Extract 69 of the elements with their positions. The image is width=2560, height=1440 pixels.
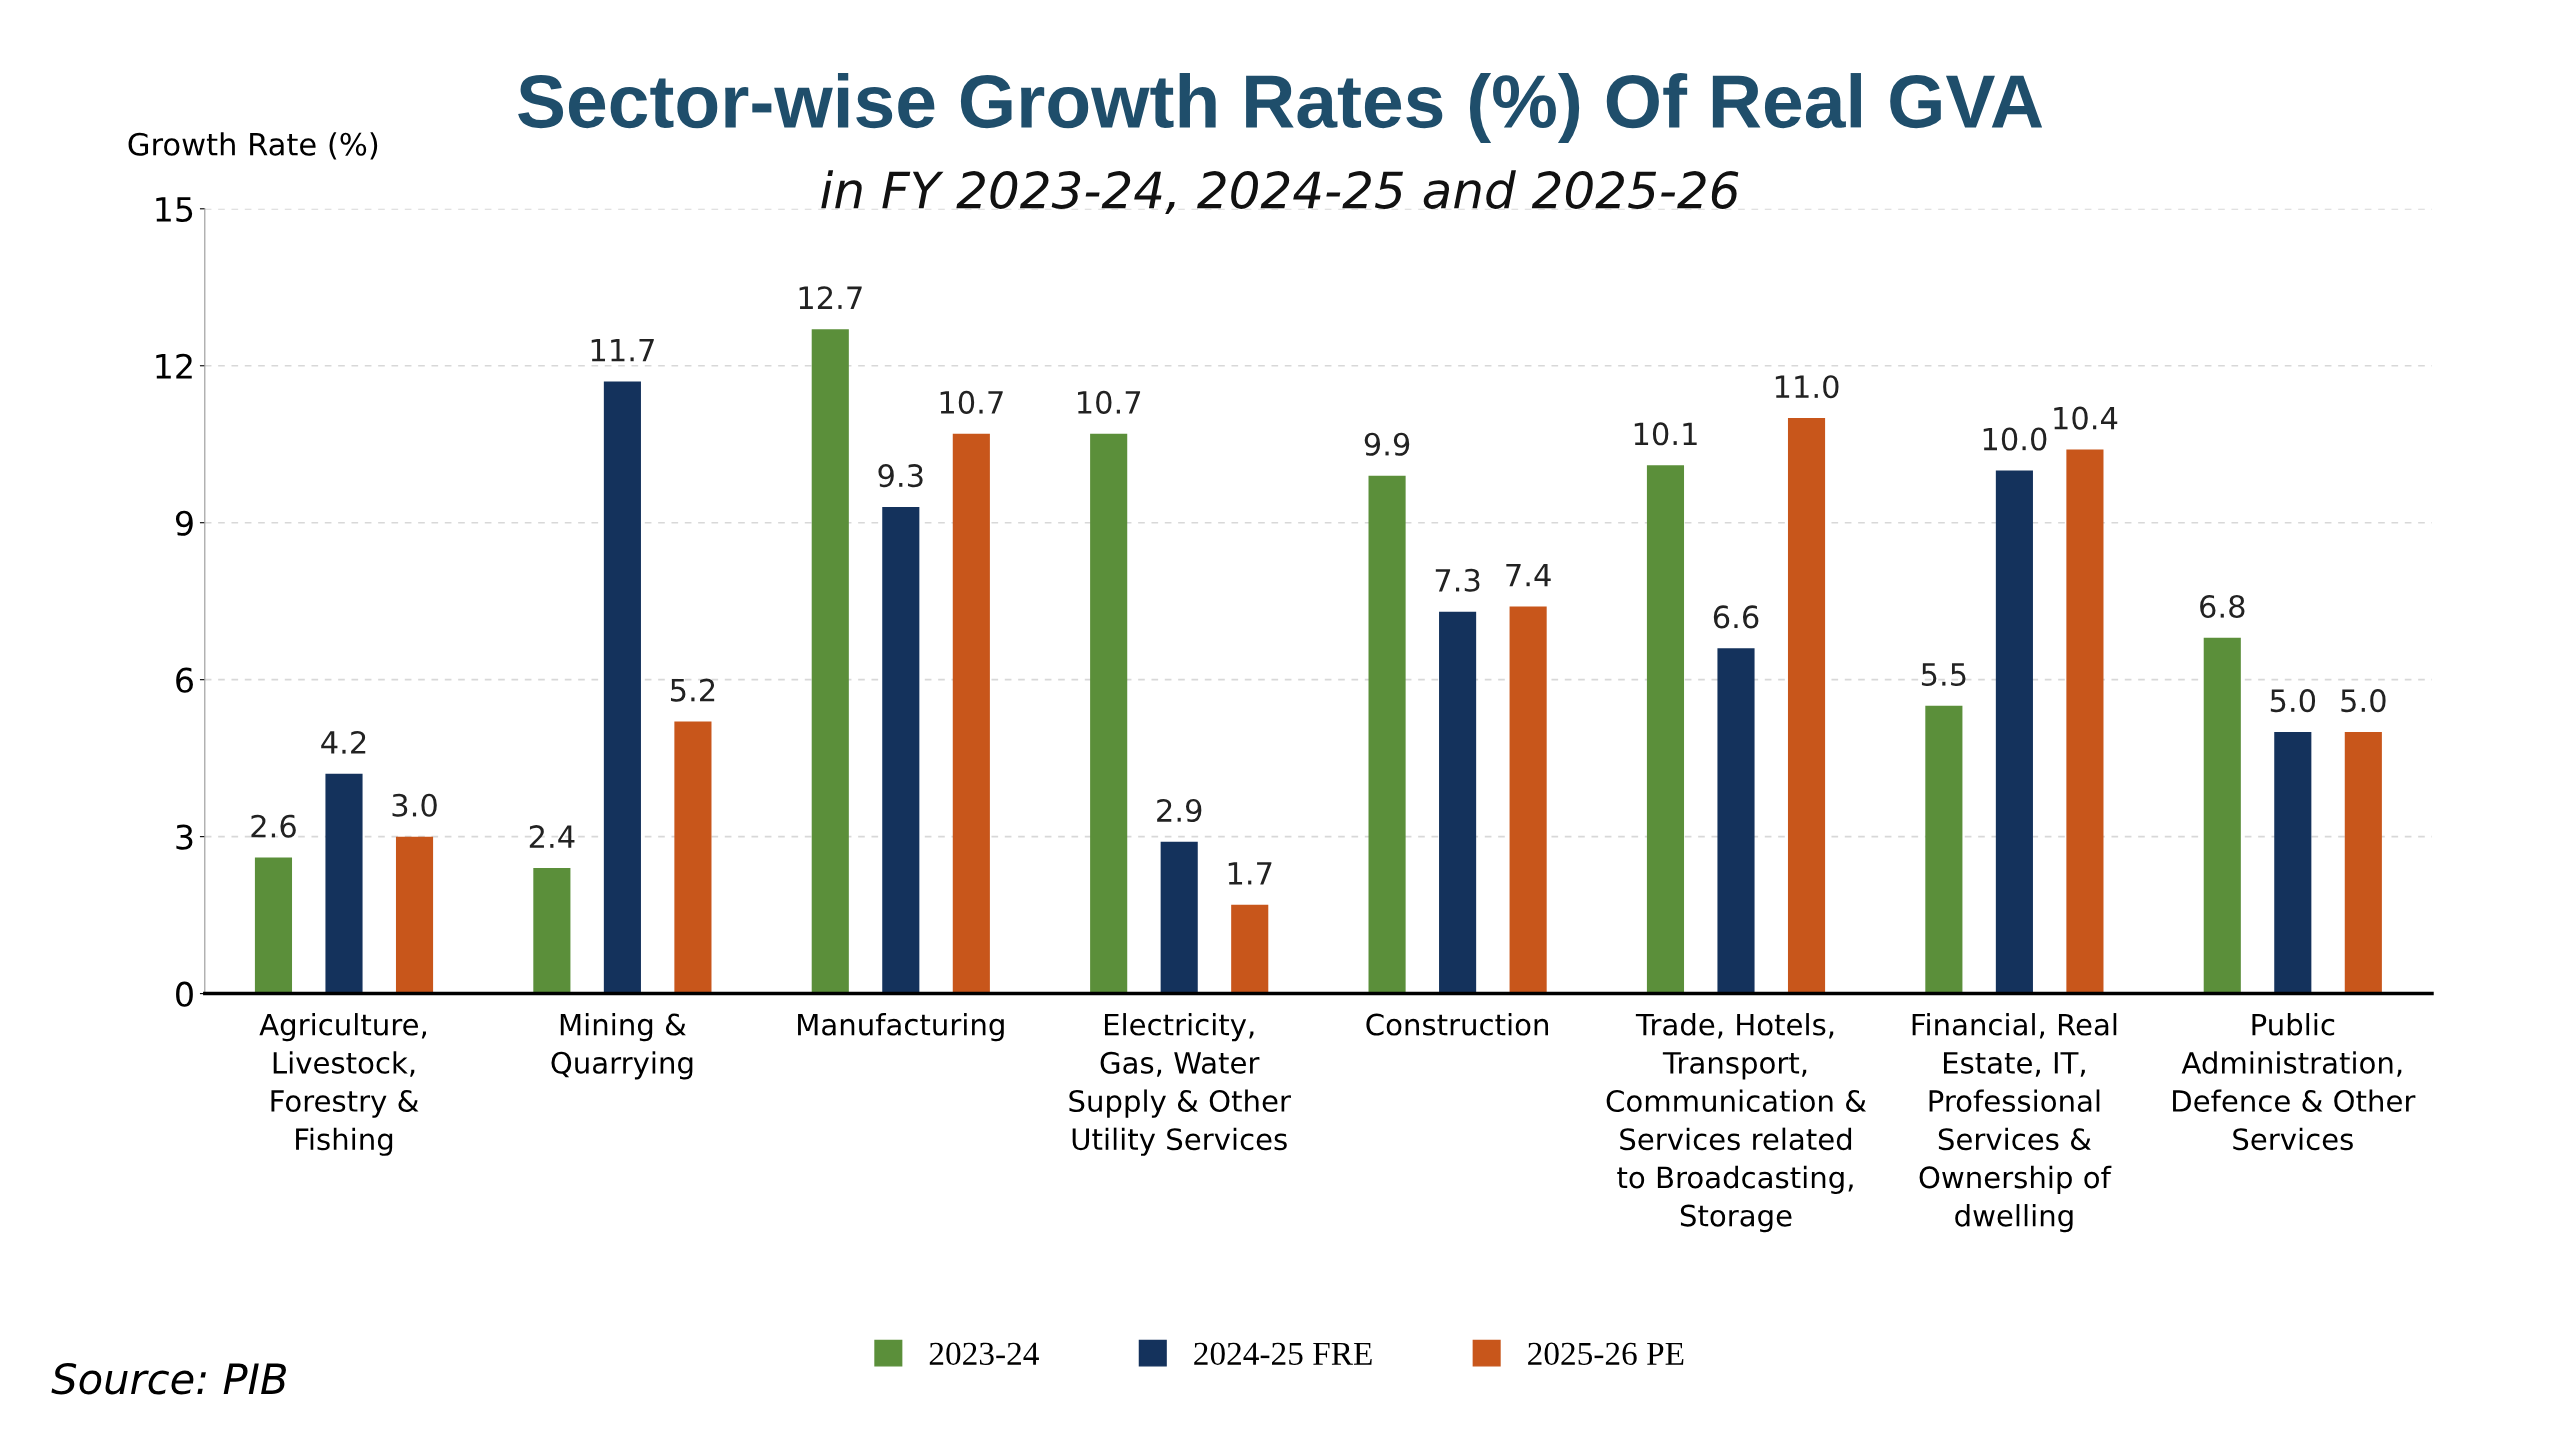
- data-label: 2.4: [529, 825, 575, 848]
- bar: [254, 857, 293, 994]
- x-tick-label: Mining & Quarrying: [551, 1013, 693, 1080]
- data-label: 5.5: [1921, 663, 1966, 687]
- data-label: 10.7: [940, 390, 1003, 414]
- bar: [811, 329, 849, 994]
- bar: [1787, 418, 1826, 994]
- data-label: 7.4: [1506, 563, 1551, 587]
- data-label: 11.0: [1775, 375, 1839, 399]
- data-label: 5.0: [2341, 689, 2386, 713]
- data-label: 7.3: [1435, 568, 1480, 592]
- x-tick-label: Financial, Real Estate, IT, Professional Services & Ownership of dwelling: [1912, 1013, 2117, 1233]
- data-label: 10.1: [1634, 422, 1697, 446]
- data-label: 12.7: [799, 286, 862, 309]
- x-tick-label: Public Administration, Defence & Other Services: [2173, 1013, 2416, 1151]
- data-label: 10.7: [1078, 390, 1141, 414]
- bar: [1646, 465, 1685, 994]
- bar: [533, 868, 571, 994]
- y-tick-label: 9: [175, 510, 193, 536]
- y-tick-label: 15: [156, 197, 193, 222]
- data-label: 10.0: [1983, 427, 2047, 451]
- bar: [674, 721, 712, 994]
- data-label: 4.2: [321, 730, 366, 754]
- data-label: 10.4: [2054, 406, 2118, 430]
- bar: [1231, 904, 1269, 994]
- y-tick-label: 0: [176, 981, 193, 1007]
- bar: [2274, 732, 2312, 994]
- chart-title: Sector-wise Growth Rates (%) Of Real GVA: [518, 73, 2043, 143]
- data-label: 6.8: [2200, 594, 2245, 619]
- data-label: 11.7: [591, 338, 654, 362]
- data-label: 3.0: [392, 793, 437, 817]
- bar: [1925, 705, 1963, 994]
- source-note: Source: PIB: [51, 1362, 286, 1395]
- legend-label: 2023-24: [929, 1342, 1039, 1366]
- bar: [1439, 611, 1477, 994]
- bar: [2066, 449, 2104, 994]
- data-label: 6.6: [1713, 605, 1759, 629]
- bar: [1160, 841, 1198, 994]
- bar: [1368, 475, 1406, 994]
- bar: [325, 773, 363, 994]
- bar: [1509, 606, 1547, 994]
- x-tick-label: Manufacturing: [798, 1013, 1004, 1042]
- y-tick-label: 6: [176, 667, 193, 693]
- y-tick-label: 12: [156, 353, 192, 379]
- data-label: 2.6: [251, 814, 296, 838]
- bar: [882, 507, 920, 994]
- data-label: 5.2: [670, 678, 715, 702]
- data-label: 1.7: [1228, 862, 1272, 885]
- data-label: 2.9: [1157, 798, 1202, 823]
- x-tick-label: Electricity, Gas, Water Supply & Other Utility Services: [1069, 1013, 1291, 1156]
- x-tick-label: Construction: [1366, 1013, 1548, 1036]
- x-tick-label: Trade, Hotels, Transport, Communication & Services related to Broadcasting, Storage: [1606, 1013, 1867, 1233]
- legend-label: 2024-25 FRE: [1194, 1342, 1372, 1366]
- bar: [2344, 732, 2382, 994]
- data-label: 5.0: [2270, 689, 2316, 713]
- legend-label: 2025-26 PE: [1528, 1342, 1684, 1366]
- bar: [1717, 648, 1755, 994]
- bar: [1090, 433, 1128, 994]
- bar: [603, 381, 641, 994]
- x-tick-label: Agriculture, Livestock, Forestry & Fishing: [259, 1013, 426, 1156]
- bar: [2203, 637, 2241, 994]
- bar: [952, 433, 990, 994]
- y-axis-title: Growth Rate (%): [128, 132, 378, 160]
- bar: [395, 836, 434, 994]
- data-label: 9.9: [1364, 432, 1410, 456]
- bar: [1995, 470, 2033, 994]
- y-tick-label: 3: [176, 824, 193, 850]
- data-label: 9.3: [878, 464, 923, 488]
- chart-subtitle: in FY 2023-24, 2024-25 and 2025-26: [821, 170, 1739, 215]
